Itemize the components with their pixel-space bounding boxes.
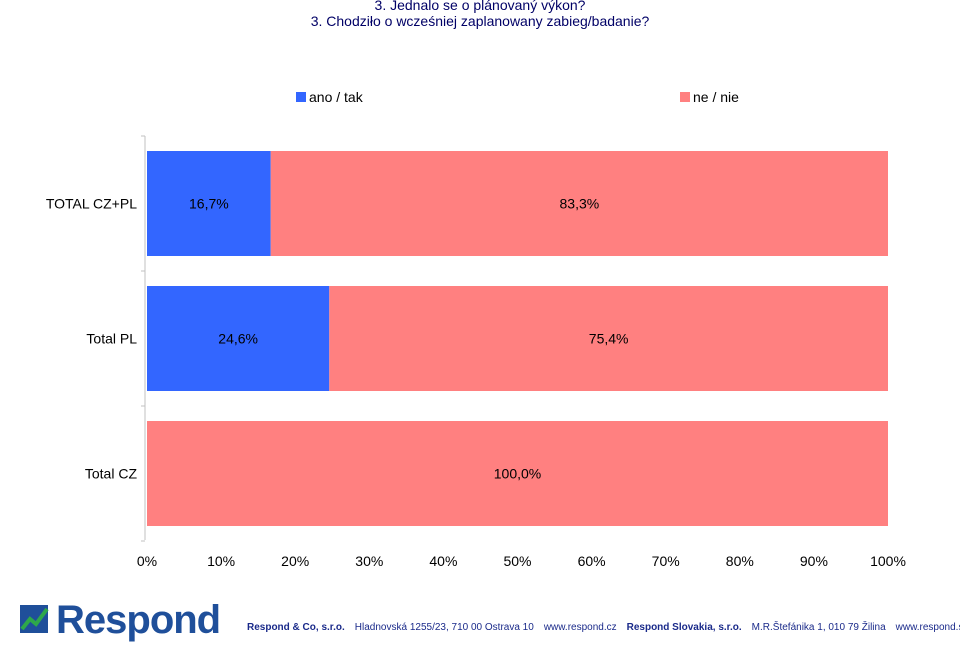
logo-text: Respond <box>56 598 221 642</box>
footer-web-sk[interactable]: www.respond.sk <box>895 622 960 633</box>
legend-label-yes: ano / tak <box>309 89 363 105</box>
x-tick-label: 40% <box>429 553 457 569</box>
chart-arrow-icon <box>20 605 49 633</box>
data-label: 83,3% <box>560 196 600 212</box>
category-label: Total CZ <box>85 466 138 482</box>
x-tick-label: 0% <box>137 553 157 569</box>
category-label: Total PL <box>86 331 137 347</box>
x-tick-label: 50% <box>503 553 531 569</box>
footer-address-sk: M.R.Štefánika 1, 010 79 Žilina <box>751 622 886 633</box>
chart-title-line2: 3. Chodziło o wcześniej zaplanowany zabi… <box>310 13 650 29</box>
data-label: 24,6% <box>218 331 258 347</box>
footer-company-cz: Respond & Co, s.r.o. <box>247 622 345 633</box>
x-tick-label: 20% <box>281 553 309 569</box>
respond-logo: Respond <box>20 598 221 642</box>
data-label: 100,0% <box>494 466 541 482</box>
data-label: 16,7% <box>189 196 229 212</box>
x-tick-label: 70% <box>652 553 680 569</box>
footer-address-cz: Hladnovská 1255/23, 710 00 Ostrava 10 <box>354 622 534 633</box>
legend-swatch-no <box>680 92 690 102</box>
chart-title-line1: 3. Jednalo se o plánovaný výkon? <box>374 0 586 13</box>
x-tick-label: 10% <box>207 553 235 569</box>
bar-yes <box>147 151 271 256</box>
footer-company-sk: Respond Slovakia, s.r.o. <box>626 622 742 633</box>
data-label: 75,4% <box>589 331 629 347</box>
legend-label-no: ne / nie <box>693 89 739 105</box>
legend-item-yes: ano / tak <box>296 89 363 105</box>
footer-web-cz[interactable]: www.respond.cz <box>543 622 617 633</box>
x-tick-label: 100% <box>870 553 906 569</box>
x-tick-label: 60% <box>578 553 606 569</box>
x-tick-label: 30% <box>355 553 383 569</box>
bar-yes <box>147 286 330 391</box>
x-tick-label: 80% <box>726 553 754 569</box>
footer: Respond & Co, s.r.o. Hladnovská 1255/23,… <box>247 622 960 633</box>
bar-no <box>147 421 888 526</box>
category-label: TOTAL CZ+PL <box>46 196 137 212</box>
bar-no <box>270 151 888 256</box>
legend-item-no: ne / nie <box>680 89 739 105</box>
legend-swatch-yes <box>296 92 306 102</box>
x-tick-label: 90% <box>800 553 828 569</box>
bar-no <box>329 286 888 391</box>
stacked-bar-chart: 16,7% 83,3% TOTAL CZ+PL 24,6% 75,4% Total PL 0… <box>46 135 906 569</box>
